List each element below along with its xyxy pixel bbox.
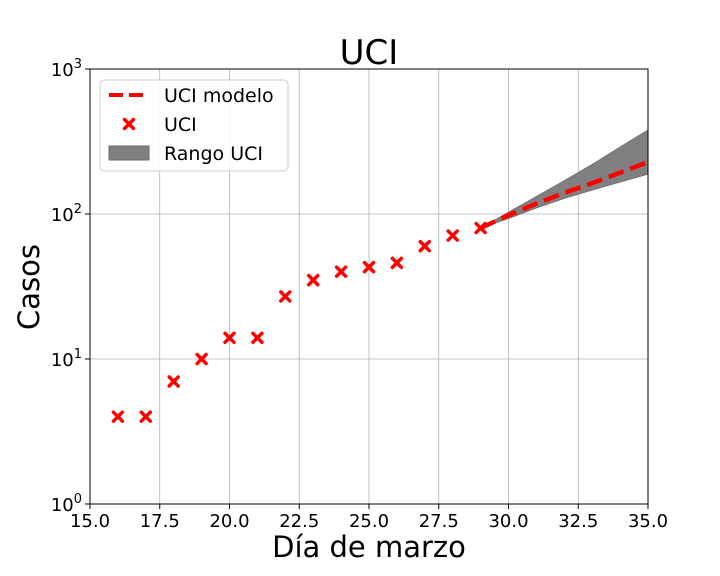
x-tick-label: 20.0 [209, 511, 249, 532]
y-tick-label: 103 [51, 57, 82, 81]
y-axis-label: Casos [12, 244, 46, 330]
y-tick-label: 101 [51, 347, 82, 371]
model-line [479, 159, 649, 231]
x-tick-label: 22.5 [279, 511, 319, 532]
observed-point [418, 239, 432, 253]
legend: UCI modelo UCI Rango UCI [99, 79, 289, 172]
observed-point [195, 352, 208, 366]
legend-swatch-range [108, 145, 150, 161]
model-line-layer [479, 159, 649, 231]
chart-title: UCI [340, 33, 399, 73]
x-tick-label: 17.5 [140, 511, 180, 532]
x-tick-label: 35.0 [628, 511, 668, 532]
x-tick-label: 30.0 [488, 511, 528, 532]
observed-marker-layer [111, 221, 487, 423]
legend-label-range: Rango UCI [164, 143, 263, 165]
observed-point [111, 410, 125, 423]
x-tick-label: 32.5 [558, 511, 598, 532]
observed-point [251, 331, 264, 345]
y-tick-label: 100 [51, 492, 82, 516]
observed-point [390, 256, 404, 270]
observed-point [474, 221, 487, 235]
x-tick-label: 27.5 [419, 511, 459, 532]
observed-point [334, 265, 348, 278]
x-axis-ticks: 15.0 17.5 20.0 22.5 25.0 27.5 30.0 32.5 35.0 [70, 504, 668, 532]
y-axis-ticks: 100 101 102 103 [51, 57, 90, 516]
observed-point [139, 410, 153, 423]
x-axis-label: Día de marzo [272, 530, 466, 564]
y-tick-label: 102 [51, 202, 82, 226]
observed-point [306, 273, 320, 287]
observed-point [446, 229, 459, 242]
legend-swatch-observed [122, 117, 136, 131]
observed-point [223, 331, 236, 345]
x-tick-label: 15.0 [70, 511, 110, 532]
legend-label-observed: UCI [164, 114, 197, 136]
x-tick-label: 25.0 [349, 511, 389, 532]
legend-label-model: UCI modelo [164, 85, 274, 107]
observed-point [362, 260, 376, 274]
observed-point [167, 375, 180, 388]
observed-point [279, 290, 292, 303]
